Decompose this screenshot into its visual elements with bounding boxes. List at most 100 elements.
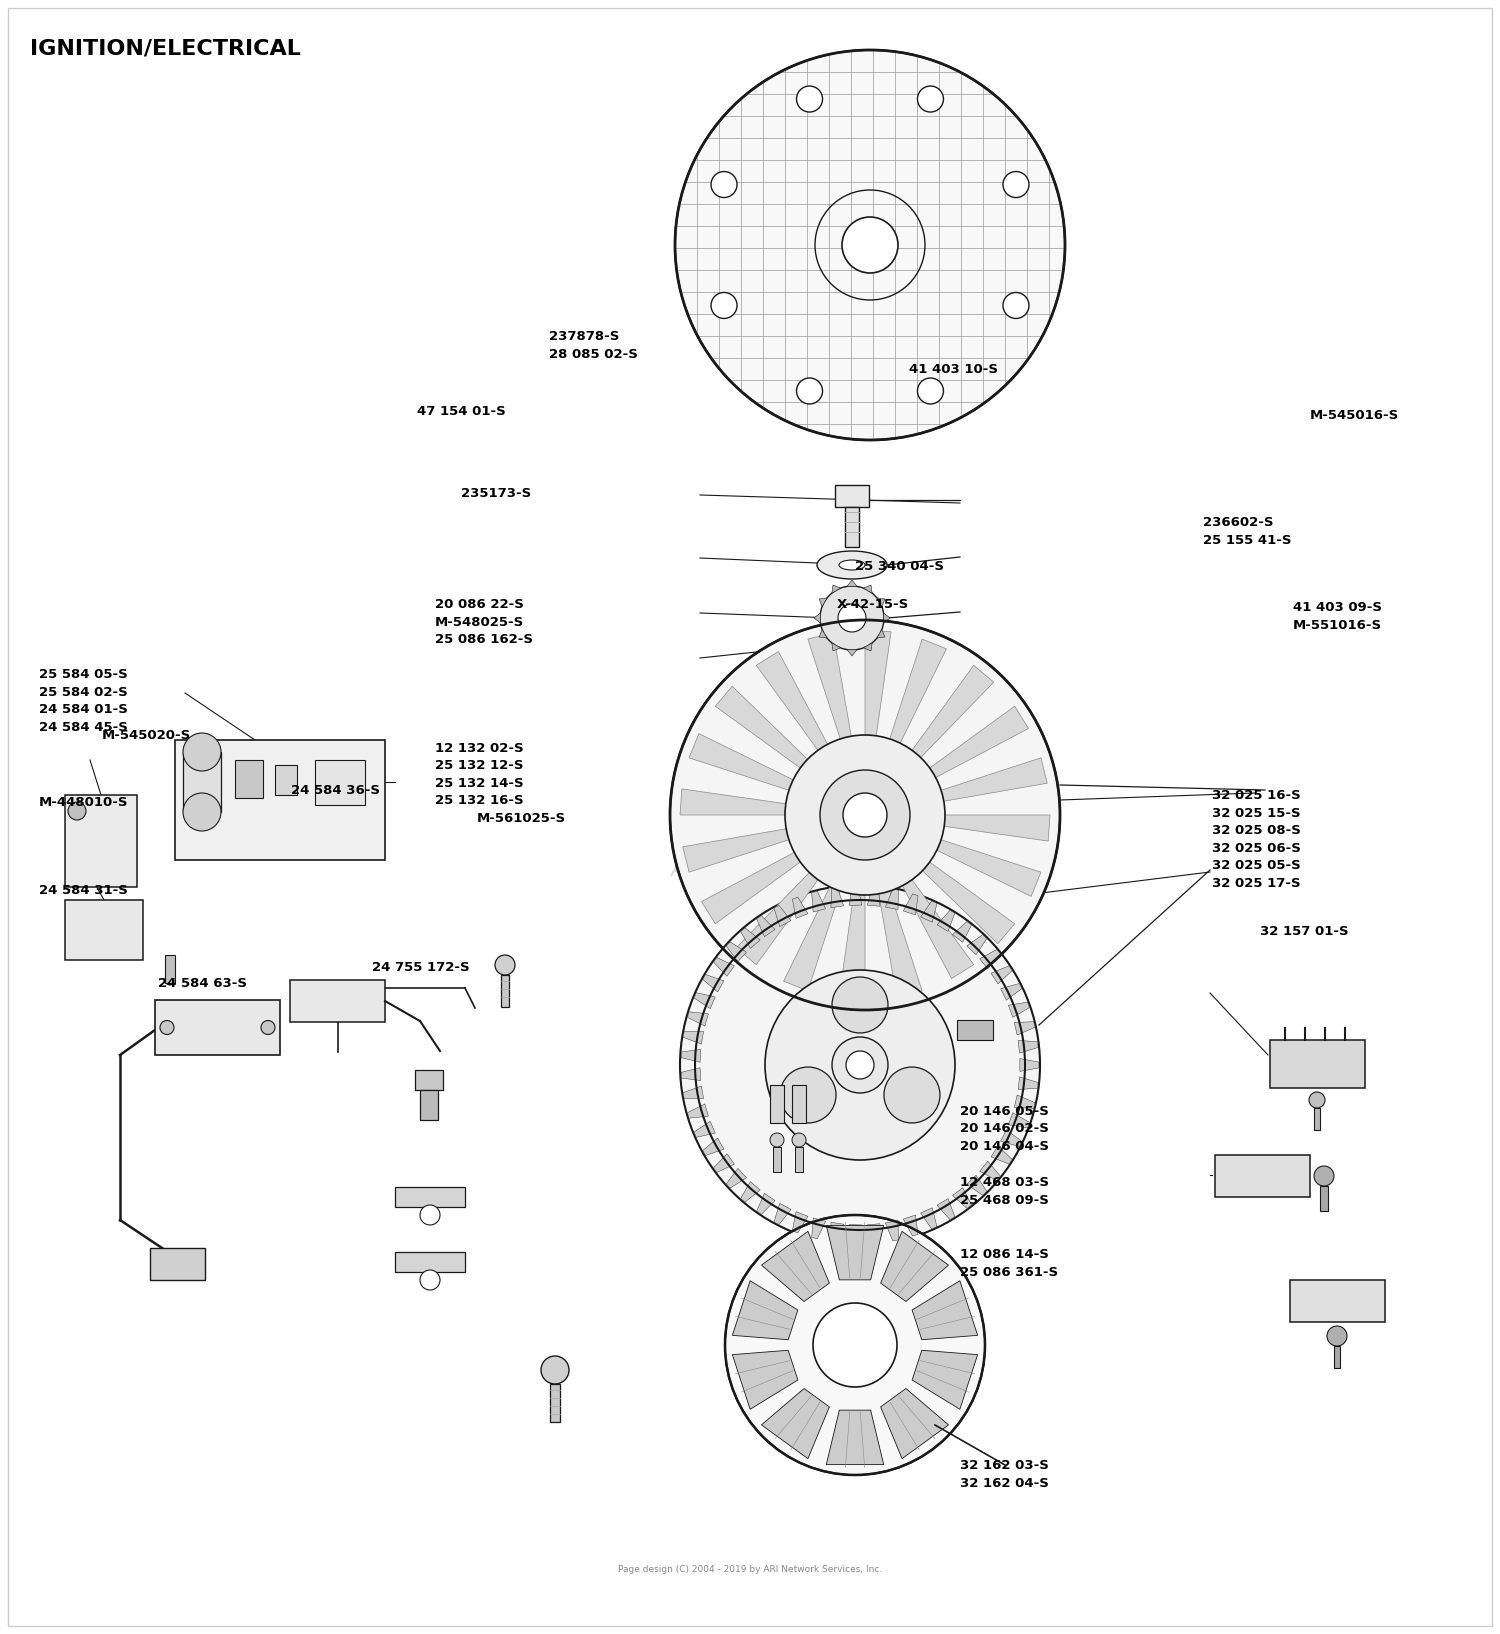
Polygon shape bbox=[903, 879, 974, 979]
Polygon shape bbox=[930, 706, 1029, 778]
Polygon shape bbox=[952, 922, 972, 943]
Circle shape bbox=[1314, 1167, 1334, 1186]
Polygon shape bbox=[792, 1212, 808, 1232]
Bar bbox=[176, 740, 386, 859]
Bar bbox=[836, 485, 868, 507]
Circle shape bbox=[884, 1067, 940, 1123]
Polygon shape bbox=[880, 1232, 948, 1302]
Circle shape bbox=[711, 292, 736, 319]
Polygon shape bbox=[702, 853, 801, 923]
Polygon shape bbox=[680, 789, 786, 815]
Polygon shape bbox=[1019, 1077, 1038, 1090]
Polygon shape bbox=[938, 840, 1041, 897]
Polygon shape bbox=[1014, 1095, 1035, 1108]
Circle shape bbox=[183, 734, 220, 771]
Text: 12 468 03-S
25 468 09-S: 12 468 03-S 25 468 09-S bbox=[960, 1176, 1048, 1208]
Polygon shape bbox=[968, 935, 987, 954]
Polygon shape bbox=[726, 941, 747, 962]
Text: 24 584 36-S: 24 584 36-S bbox=[291, 784, 380, 797]
Polygon shape bbox=[756, 915, 776, 936]
Polygon shape bbox=[839, 894, 866, 1000]
Bar bbox=[274, 765, 297, 796]
Circle shape bbox=[1328, 1327, 1347, 1346]
Text: 20 086 22-S
M-548025-S
25 086 162-S: 20 086 22-S M-548025-S 25 086 162-S bbox=[435, 598, 532, 645]
Circle shape bbox=[165, 975, 176, 985]
Circle shape bbox=[1004, 292, 1029, 319]
Polygon shape bbox=[992, 966, 1012, 984]
Bar bbox=[772, 1147, 782, 1172]
Polygon shape bbox=[849, 1224, 862, 1243]
Bar bbox=[1290, 1279, 1384, 1322]
Polygon shape bbox=[1000, 1129, 1022, 1147]
Bar bbox=[1215, 1155, 1310, 1198]
Polygon shape bbox=[756, 1193, 776, 1214]
Circle shape bbox=[833, 1038, 888, 1093]
Text: 32 162 03-S
32 162 04-S: 32 162 03-S 32 162 04-S bbox=[960, 1459, 1048, 1490]
Bar bbox=[1320, 1186, 1328, 1211]
Polygon shape bbox=[912, 1281, 978, 1340]
Polygon shape bbox=[864, 642, 871, 650]
Circle shape bbox=[846, 1051, 874, 1078]
Polygon shape bbox=[716, 686, 807, 768]
Bar bbox=[64, 900, 142, 961]
Bar bbox=[844, 507, 859, 547]
Circle shape bbox=[821, 587, 884, 650]
Polygon shape bbox=[1019, 1041, 1038, 1054]
Polygon shape bbox=[878, 629, 885, 639]
Circle shape bbox=[183, 792, 220, 832]
Text: M-545016-S: M-545016-S bbox=[1310, 408, 1398, 422]
Polygon shape bbox=[815, 613, 821, 623]
Text: 32 157 01-S: 32 157 01-S bbox=[1260, 925, 1348, 938]
Polygon shape bbox=[694, 1121, 715, 1137]
Text: 24 755 172-S: 24 755 172-S bbox=[372, 961, 470, 974]
Text: 47 154 01-S: 47 154 01-S bbox=[417, 405, 506, 418]
Text: 24 584 63-S: 24 584 63-S bbox=[158, 977, 246, 990]
Polygon shape bbox=[687, 1011, 708, 1026]
Polygon shape bbox=[921, 1208, 938, 1229]
Polygon shape bbox=[702, 1137, 724, 1155]
Bar bbox=[501, 975, 509, 1007]
Polygon shape bbox=[682, 1087, 703, 1098]
Polygon shape bbox=[812, 891, 825, 912]
Polygon shape bbox=[980, 949, 1000, 969]
Text: 12 132 02-S
25 132 12-S
25 132 14-S
25 132 16-S: 12 132 02-S 25 132 12-S 25 132 14-S 25 1… bbox=[435, 742, 524, 807]
Polygon shape bbox=[847, 650, 856, 655]
Text: X-42-15-S: X-42-15-S bbox=[837, 598, 909, 611]
Polygon shape bbox=[726, 1168, 747, 1188]
Polygon shape bbox=[783, 887, 840, 990]
Polygon shape bbox=[741, 928, 760, 948]
Polygon shape bbox=[762, 1389, 830, 1459]
Text: 41 403 09-S
M-551016-S: 41 403 09-S M-551016-S bbox=[1293, 601, 1382, 632]
Polygon shape bbox=[1020, 1059, 1040, 1072]
Circle shape bbox=[780, 1067, 836, 1123]
Bar bbox=[1314, 1108, 1320, 1131]
Polygon shape bbox=[702, 974, 724, 992]
Circle shape bbox=[495, 954, 514, 975]
Polygon shape bbox=[912, 665, 993, 758]
Bar bbox=[795, 1147, 802, 1172]
Text: ARI PartStream: ARI PartStream bbox=[670, 859, 830, 881]
Polygon shape bbox=[714, 958, 735, 975]
Polygon shape bbox=[1000, 984, 1022, 1000]
Polygon shape bbox=[833, 642, 840, 650]
Bar bbox=[1334, 1346, 1340, 1368]
Bar bbox=[792, 1085, 806, 1123]
Bar bbox=[957, 1020, 993, 1039]
Circle shape bbox=[1310, 1092, 1324, 1108]
Text: 32 025 16-S
32 025 15-S
32 025 08-S
32 025 06-S
32 025 05-S
32 025 17-S: 32 025 16-S 32 025 15-S 32 025 08-S 32 0… bbox=[1212, 789, 1300, 891]
Polygon shape bbox=[921, 900, 938, 922]
Polygon shape bbox=[890, 639, 946, 743]
Text: M-561025-S: M-561025-S bbox=[477, 812, 566, 825]
Polygon shape bbox=[885, 889, 898, 910]
Polygon shape bbox=[741, 1181, 760, 1203]
Polygon shape bbox=[880, 1389, 948, 1459]
Circle shape bbox=[711, 172, 736, 198]
Circle shape bbox=[68, 802, 86, 820]
Bar bbox=[154, 1000, 280, 1056]
Circle shape bbox=[918, 377, 944, 404]
Polygon shape bbox=[812, 1217, 825, 1239]
Bar bbox=[315, 760, 364, 806]
Polygon shape bbox=[867, 1224, 880, 1243]
Circle shape bbox=[842, 217, 898, 273]
Bar bbox=[394, 1252, 465, 1271]
